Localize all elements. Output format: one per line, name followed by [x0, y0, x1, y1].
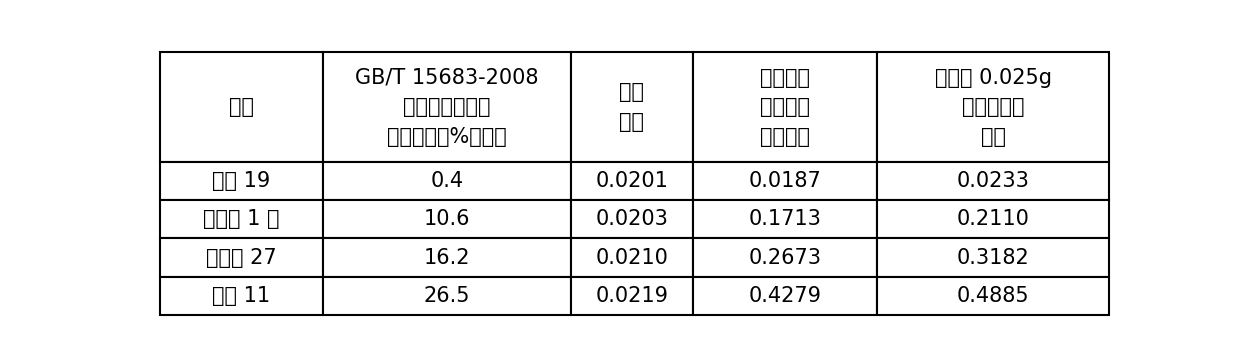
Text: 武运粳 27: 武运粳 27	[206, 248, 276, 268]
Text: 0.4885: 0.4885	[957, 286, 1030, 306]
Polygon shape	[323, 277, 571, 315]
Polygon shape	[692, 277, 878, 315]
Polygon shape	[571, 52, 692, 162]
Text: GB/T 15683-2008
方法测得的直链
淀粉含量（%重量）: GB/T 15683-2008 方法测得的直链 淀粉含量（%重量）	[355, 68, 539, 147]
Text: 松早香 1 号: 松早香 1 号	[203, 209, 280, 229]
Polygon shape	[571, 277, 692, 315]
Polygon shape	[692, 200, 878, 238]
Polygon shape	[323, 200, 571, 238]
Polygon shape	[323, 52, 571, 162]
Polygon shape	[878, 277, 1109, 315]
Text: 0.2110: 0.2110	[957, 209, 1030, 229]
Polygon shape	[160, 162, 323, 200]
Polygon shape	[571, 238, 692, 277]
Text: 0.0210: 0.0210	[595, 248, 669, 268]
Text: 10.6: 10.6	[423, 209, 470, 229]
Text: 0.3182: 0.3182	[957, 248, 1030, 268]
Polygon shape	[692, 52, 878, 162]
Polygon shape	[878, 200, 1109, 238]
Polygon shape	[571, 200, 692, 238]
Text: 0.1713: 0.1713	[749, 209, 821, 229]
Text: 0.0219: 0.0219	[595, 286, 669, 306]
Polygon shape	[160, 200, 323, 238]
Text: 折算成 0.025g
米粒的吸光
度值: 折算成 0.025g 米粒的吸光 度值	[935, 68, 1052, 147]
Text: 米粒
重量: 米粒 重量	[619, 82, 644, 132]
Polygon shape	[692, 238, 878, 277]
Text: 0.0203: 0.0203	[595, 209, 669, 229]
Polygon shape	[692, 162, 878, 200]
Text: 本发明方
法测得的
吸光度值: 本发明方 法测得的 吸光度值	[760, 68, 810, 147]
Text: 26.5: 26.5	[423, 286, 470, 306]
Polygon shape	[878, 238, 1109, 277]
Polygon shape	[160, 277, 323, 315]
Text: 品种: 品种	[229, 97, 254, 117]
Text: 南京 11: 南京 11	[212, 286, 270, 306]
Polygon shape	[878, 52, 1109, 162]
Text: 0.4: 0.4	[431, 171, 464, 191]
Text: 镇糯 19: 镇糯 19	[212, 171, 270, 191]
Polygon shape	[878, 162, 1109, 200]
Polygon shape	[323, 162, 571, 200]
Text: 0.0187: 0.0187	[749, 171, 821, 191]
Text: 0.4279: 0.4279	[748, 286, 821, 306]
Text: 16.2: 16.2	[423, 248, 470, 268]
Text: 0.0233: 0.0233	[957, 171, 1030, 191]
Polygon shape	[160, 238, 323, 277]
Polygon shape	[160, 52, 323, 162]
Polygon shape	[323, 238, 571, 277]
Text: 0.0201: 0.0201	[595, 171, 669, 191]
Text: 0.2673: 0.2673	[748, 248, 821, 268]
Polygon shape	[571, 162, 692, 200]
